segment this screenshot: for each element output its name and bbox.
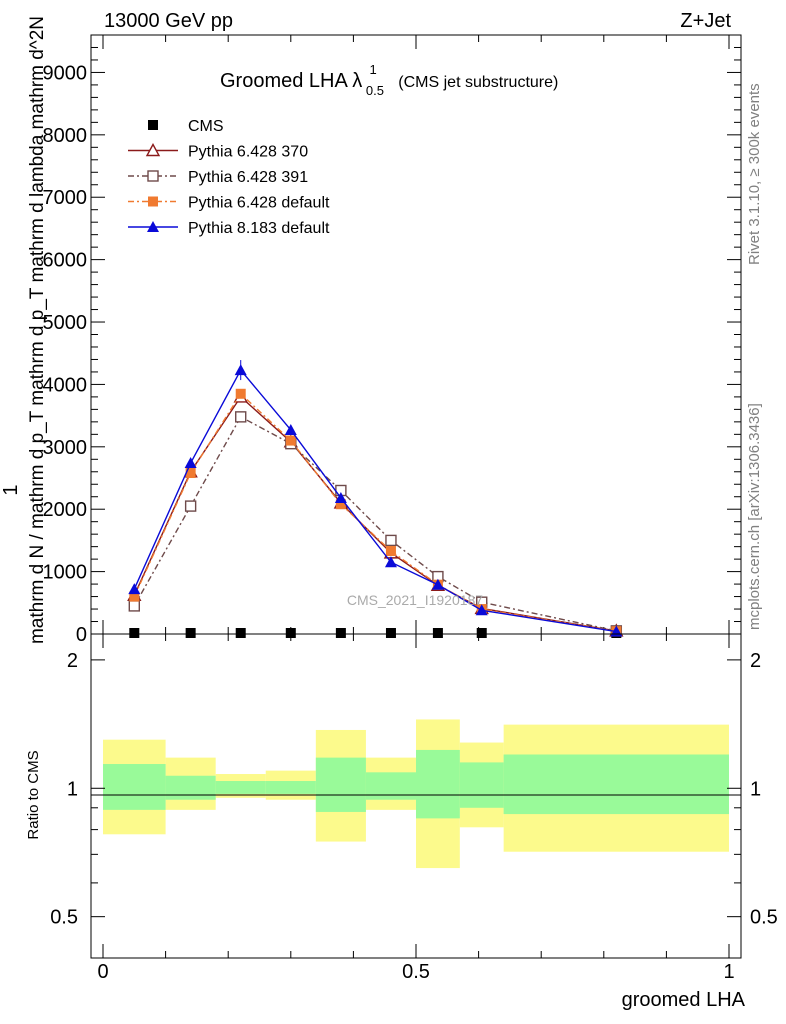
ratio-ylabel: Ratio to CMS bbox=[25, 750, 42, 839]
legend: CMS Pythia 6.428 370 Pythia 6.428 391 Pythi… bbox=[128, 118, 330, 237]
legend-label: Pythia 8.183 default bbox=[188, 220, 330, 237]
data-point bbox=[476, 628, 487, 638]
chart-title-sup: 1 bbox=[370, 62, 377, 77]
data-point bbox=[145, 143, 161, 157]
data-point bbox=[185, 468, 196, 479]
ratio-y-tick-label: 1 bbox=[67, 778, 78, 800]
data-point bbox=[235, 628, 246, 638]
data-point bbox=[432, 628, 443, 638]
mcplots-label: mcplots.cern.ch [arXiv:1306.3436] bbox=[746, 403, 763, 630]
data-point bbox=[185, 628, 196, 638]
chart-title-suffix: (CMS jet substructure) bbox=[398, 74, 558, 91]
x-axis-label: groomed LHA bbox=[622, 989, 746, 1011]
main-series bbox=[127, 360, 624, 638]
y-tick-label: 0 bbox=[76, 624, 87, 646]
ratio-inner-band bbox=[459, 762, 504, 808]
ratio-y-tick-label-right: 1 bbox=[750, 778, 761, 800]
data-point bbox=[385, 628, 396, 638]
ratio-inner-band bbox=[503, 754, 729, 815]
ratio-panel: 0.5 0.5 1 1 2 2 0 0.5 1 Ratio to CMS groomed LHA bbox=[25, 633, 778, 1011]
ratio-y-tick-label: 0.5 bbox=[50, 907, 78, 929]
data-point bbox=[431, 578, 444, 590]
data-point bbox=[234, 364, 247, 376]
watermark: CMS_2021_I1920187 bbox=[347, 592, 483, 608]
energy-label: 13000 GeV pp bbox=[104, 10, 233, 32]
rivet-label: Rivet 3.1.10, ≥ 300k events bbox=[746, 83, 763, 265]
ratio-inner-band bbox=[165, 775, 216, 800]
data-point bbox=[385, 534, 397, 547]
process-label: Z+Jet bbox=[680, 10, 731, 32]
legend-label: Pythia 6.428 default bbox=[188, 195, 330, 212]
data-point bbox=[284, 423, 297, 435]
main-ylabel: mathrm d N / mathrm d p_T mathrm d p_T m… bbox=[27, 16, 48, 644]
data-point bbox=[129, 591, 140, 602]
ratio-y-tick-label: 2 bbox=[67, 650, 78, 672]
ratio-inner-band bbox=[215, 781, 266, 794]
ratio-ticks: 0.5 0.5 1 1 2 2 0 0.5 1 bbox=[50, 634, 778, 983]
x-tick-label: 0.5 bbox=[402, 961, 430, 983]
legend-label: Pythia 6.428 370 bbox=[188, 144, 308, 161]
y-tick-label: 1000 bbox=[43, 562, 88, 584]
legend-label: CMS bbox=[188, 118, 224, 135]
ratio-inner-band bbox=[265, 781, 316, 794]
data-point bbox=[384, 556, 397, 568]
series-line bbox=[133, 415, 617, 632]
y-tick-label: 4000 bbox=[43, 374, 88, 396]
data-point bbox=[128, 583, 141, 595]
y-tick-label: 3000 bbox=[43, 437, 88, 459]
ratio-inner-band bbox=[365, 772, 416, 800]
y-tick-label: 9000 bbox=[43, 62, 88, 84]
chart-title-main: Groomed LHA λ bbox=[220, 70, 362, 92]
y-tick-label: 7000 bbox=[43, 187, 88, 209]
y-tick-label: 5000 bbox=[43, 312, 88, 334]
data-point bbox=[235, 411, 247, 423]
ratio-y-tick-label-right: 0.5 bbox=[750, 907, 778, 929]
data-point bbox=[475, 604, 488, 616]
x-tick-label: 0 bbox=[97, 961, 108, 983]
ratio-inner-band bbox=[315, 757, 366, 812]
data-point bbox=[147, 221, 159, 232]
x-tick-label: 1 bbox=[723, 961, 734, 983]
data-point bbox=[385, 546, 396, 557]
ratio-frame bbox=[90, 633, 742, 959]
main-ticks: 0 1000 2000 3000 4000 5000 6000 7000 8000 9000 bbox=[43, 34, 741, 646]
data-point bbox=[285, 435, 296, 446]
main-ylabel-numerator: 1 bbox=[0, 484, 22, 495]
chart-title: Groomed LHA λ 0.5 1 (CMS jet substructur… bbox=[220, 57, 558, 100]
data-point bbox=[285, 628, 296, 638]
data-point bbox=[334, 491, 347, 503]
data-point bbox=[235, 388, 246, 399]
ratio-y-tick-label-right: 2 bbox=[750, 650, 761, 672]
y-tick-label: 8000 bbox=[43, 125, 88, 147]
data-point bbox=[148, 120, 158, 130]
data-point bbox=[128, 600, 141, 612]
data-point bbox=[335, 499, 346, 510]
ratio-inner-band bbox=[103, 764, 166, 810]
data-point bbox=[147, 170, 159, 182]
chart-title-sub: 0.5 bbox=[366, 83, 384, 98]
legend-label: Pythia 6.428 391 bbox=[188, 169, 308, 186]
ratio-inner-band bbox=[416, 749, 460, 819]
data-point bbox=[148, 196, 158, 207]
data-point bbox=[184, 457, 197, 469]
y-tick-label: 6000 bbox=[43, 250, 88, 272]
main-panel: 0 1000 2000 3000 4000 5000 6000 7000 8000 9000 CM… bbox=[0, 16, 742, 646]
series-0 bbox=[129, 628, 622, 638]
ratio-bands bbox=[103, 719, 729, 869]
data-point bbox=[129, 628, 140, 638]
data-point bbox=[335, 628, 346, 638]
y-tick-label: 2000 bbox=[43, 499, 88, 521]
data-point bbox=[184, 500, 197, 512]
